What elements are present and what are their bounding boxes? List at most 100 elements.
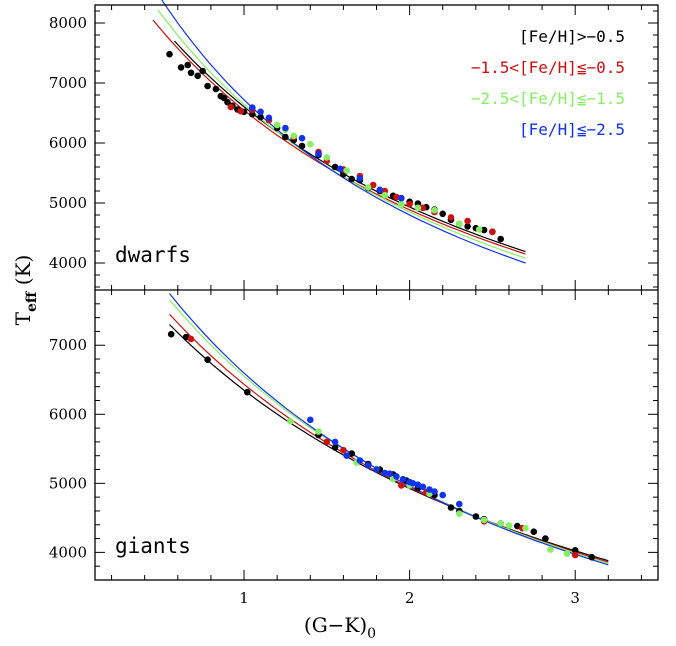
dwarfs-point-s0-4	[194, 72, 201, 80]
dwarfs-point-s3-0	[249, 104, 256, 111]
giants-point-s0-13	[447, 504, 455, 511]
giants-point-s0-21	[571, 547, 579, 554]
x-axis-label-main: (G−K)	[304, 613, 367, 637]
giants-point-s0-15	[472, 513, 480, 520]
giants-point-s0-20	[542, 535, 549, 542]
dwarfs-point-s2-10	[431, 206, 438, 214]
giants-point-s3-2	[343, 452, 351, 460]
y-axis-label-unit: (K)	[11, 255, 35, 292]
giants-point-s2-0	[287, 417, 294, 425]
dwarfs-point-s2-3	[307, 140, 314, 148]
dwarfs-point-s2-8	[398, 200, 405, 208]
giants-point-s2-11	[522, 524, 529, 532]
giants-point-s3-13	[419, 483, 427, 491]
panel-label-giants: giants	[115, 534, 191, 558]
dwarfs-point-s0-10	[224, 98, 231, 106]
giants-point-s3-6	[381, 469, 389, 477]
dwarfs-point-s1-9	[369, 181, 377, 189]
dwarfs-point-s2-4	[323, 154, 331, 161]
giants-point-s3-12	[414, 481, 422, 489]
giants-point-s3-5	[373, 466, 380, 473]
dwarfs-point-s0-17	[282, 133, 289, 141]
giants-point-s3-8	[393, 473, 400, 480]
dwarfs-point-s1-1	[237, 107, 244, 115]
giants-point-s2-10	[505, 522, 513, 529]
dwarfs-point-s2-6	[364, 184, 372, 191]
dwarfs-point-s0-23	[348, 175, 356, 183]
giants-point-s3-9	[399, 475, 407, 483]
dwarfs-point-s0-7	[212, 85, 220, 93]
dwarfs-point-s1-15	[447, 214, 455, 221]
giants-point-s2-9	[497, 520, 505, 527]
giants-point-s2-1	[315, 428, 322, 435]
giants-point-s2-13	[563, 550, 571, 558]
giants-fit-curve-3	[169, 293, 609, 566]
dwarfs-fit-curve-3	[161, 0, 526, 264]
giants-point-s3-7	[386, 470, 394, 478]
dwarfs-point-s0-2	[184, 61, 191, 69]
legend-entry-very-metal-poor: −2.5<[Fe/H]≦−1.5	[471, 89, 625, 108]
dwarfs-point-s0-15	[257, 113, 264, 121]
giants-ytick-label-7000: 7000	[49, 336, 87, 354]
dwarfs-point-s0-3	[187, 69, 195, 77]
xtick-label-3: 3	[570, 589, 580, 607]
dwarfs-y-axis: 4000 5000 6000 7000 8000	[49, 5, 658, 290]
dwarfs-point-s2-5	[343, 167, 351, 174]
giants-point-s1-7	[571, 551, 579, 559]
giants-point-s3-15	[431, 488, 438, 495]
dwarfs-point-s1-0	[227, 103, 235, 111]
giants-point-s3-0	[307, 416, 314, 424]
giants-fit-curve-1	[169, 313, 609, 563]
giants-point-s0-2	[204, 356, 211, 364]
giants-point-s0-5	[331, 444, 339, 451]
legend: [Fe/H]>−0.5 −1.5<[Fe/H]≦−0.5 −2.5<[Fe/H]…	[471, 27, 625, 139]
dwarfs-point-s1-12	[406, 200, 413, 208]
x-axis: 1 2 3	[239, 589, 580, 607]
legend-entry-extremely-metal-poor: [Fe/H]≦−2.5	[519, 120, 625, 139]
dwarfs-ytick-label-6000: 6000	[49, 134, 87, 152]
giants-point-s3-17	[456, 500, 463, 508]
y-axis-label: Teff (K)	[11, 255, 40, 326]
giants-point-s2-7	[456, 510, 463, 517]
dwarfs-point-s3-4	[298, 134, 306, 142]
x-axis-label-sub: 0	[367, 626, 376, 642]
panel-label-dwarfs: dwarfs	[115, 243, 191, 267]
giants-point-s0-6	[348, 450, 356, 457]
xtick-label-1: 1	[239, 589, 249, 607]
dwarfs-point-s0-36	[464, 223, 471, 230]
dwarfs-point-s3-6	[336, 165, 344, 173]
giants-point-s2-12	[547, 546, 554, 553]
dwarfs-ytick-label-4000: 4000	[49, 254, 87, 272]
giants-point-s3-16	[439, 491, 447, 499]
giants-fit-curve-0	[169, 324, 609, 562]
giants-point-s2-8	[480, 516, 488, 524]
dwarfs-point-s3-1	[257, 108, 264, 116]
y-axis-label-main: T	[11, 311, 35, 325]
giants-point-s3-14	[426, 486, 433, 493]
dwarfs-ytick-label-7000: 7000	[49, 74, 87, 92]
giants-ytick-label-6000: 6000	[49, 405, 87, 423]
dwarfs-point-s2-7	[381, 191, 389, 199]
dwarfs-point-s0-33	[439, 210, 447, 218]
dwarfs-point-s0-0	[166, 50, 173, 58]
dwarfs-point-s0-38	[480, 226, 488, 234]
y-axis-label-sub: eff	[24, 290, 40, 312]
giants-point-s1-0	[187, 335, 195, 343]
giants-point-s0-22	[588, 553, 596, 561]
dwarfs-point-s2-2	[290, 132, 298, 140]
giants-point-s0-3	[244, 388, 251, 396]
dwarfs-point-s3-9	[398, 194, 405, 202]
dwarfs-ytick-label-8000: 8000	[49, 14, 87, 32]
xtick-label-2: 2	[405, 589, 415, 607]
giants-point-s0-0	[167, 330, 175, 338]
dwarfs-point-s3-2	[265, 114, 273, 122]
giants-point-s3-11	[409, 480, 417, 487]
giants-y-axis: 4000 5000 6000 7000	[49, 289, 658, 581]
giants-ytick-label-4000: 4000	[49, 543, 87, 561]
giants-point-s0-19	[530, 528, 538, 535]
giants-point-s3-3	[356, 457, 364, 464]
dwarfs-point-s2-9	[414, 204, 422, 212]
dwarfs-point-s3-7	[356, 175, 364, 182]
dwarfs-point-s0-21	[331, 163, 339, 171]
